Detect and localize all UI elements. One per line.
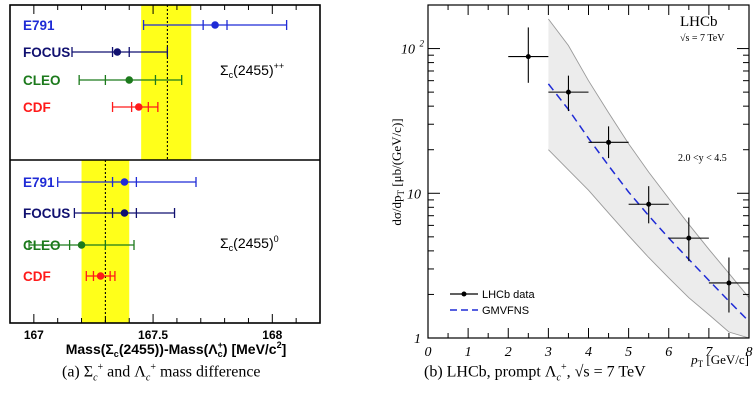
x-tick-label: 3	[544, 345, 552, 360]
measurement-point	[96, 272, 105, 280]
caption-b: (b) LHCb, prompt Λc+, √s = 7 TeV	[424, 362, 646, 384]
experiment-label: CLEO	[23, 73, 61, 88]
data-point	[606, 139, 612, 145]
mass-difference-x-axis-title: Mass(Σc(2455))-Mass(Λc+) [MeV/c2]	[66, 340, 287, 359]
x-tick-label: 167	[24, 328, 44, 342]
particle-label: Σc(2455)++	[220, 61, 284, 80]
x-axis-title: pT [GeV/c]	[690, 352, 749, 369]
x-tick-label: 7	[705, 345, 713, 360]
theory-central-curve	[547, 83, 750, 323]
caption-a: (a) Σc+ and Λc+ mass difference	[62, 362, 261, 384]
particle-label: Σc(2455)0	[220, 234, 279, 253]
data-point	[525, 54, 531, 60]
y-tick-exponent: 2	[420, 39, 425, 49]
data-point	[565, 89, 571, 95]
experiment-label: CDF	[23, 100, 51, 115]
experiment-label: LHCb	[680, 14, 718, 30]
average-band	[141, 5, 192, 160]
experiment-label: CLEO	[23, 238, 61, 253]
experiment-label: E791	[23, 175, 55, 190]
rapidity-label: 2.0 <y < 4.5	[678, 153, 727, 164]
experiment-label: CDF	[23, 269, 51, 284]
x-tick-label: 8	[746, 345, 753, 360]
measurement-point	[211, 21, 219, 29]
mass-difference-frame	[9, 4, 321, 324]
y-tick-label: 10	[407, 187, 421, 202]
x-tick-label: 5	[625, 345, 632, 360]
measurement-point	[134, 103, 143, 111]
x-tick-label: 6	[665, 345, 672, 360]
measurement-point	[120, 209, 129, 217]
x-tick-label: 1	[465, 345, 472, 360]
data-point	[686, 235, 692, 241]
x-tick-label: 2	[505, 345, 512, 360]
experiment-label: FOCUS	[23, 206, 70, 221]
experiment-label: FOCUS	[23, 45, 70, 60]
theory-upper-edge	[548, 18, 750, 298]
mass-difference-chart: E791 FOCUS CLEO CDF Σc(2455)++ E791 FOCUS CLEO C…	[9, 4, 321, 359]
x-tick-label: 4	[585, 345, 592, 360]
legend-data-label: LHCb data	[482, 289, 535, 301]
theory-lower-edge	[548, 149, 750, 339]
theory-uncertainty-band	[548, 19, 749, 338]
y-tick-label: 1	[414, 332, 421, 347]
data-point	[646, 201, 652, 207]
data-point	[726, 280, 732, 286]
measurement-point	[113, 48, 122, 56]
measurement-point	[77, 241, 86, 249]
legend-data-marker	[461, 291, 467, 297]
legend: LHCb data GMVFNS	[450, 289, 535, 317]
experiment-label: E791	[23, 18, 55, 33]
measurement-point	[125, 76, 134, 84]
x-tick-label: 167.5	[138, 328, 168, 342]
y-axis-title: dσ/dpT [μb/(GeV/c)]	[389, 118, 406, 225]
legend-theory-label: GMVFNS	[482, 305, 529, 317]
x-tick-label: 0	[425, 345, 432, 360]
x-tick-label: 168	[262, 328, 282, 342]
energy-label: √s = 7 TeV	[680, 33, 725, 44]
y-tick-label: 10	[401, 43, 415, 58]
measurement-point	[120, 178, 129, 186]
